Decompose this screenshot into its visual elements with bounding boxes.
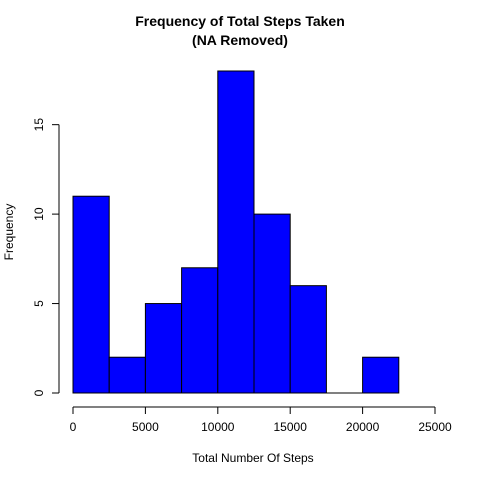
x-axis-label: Total Number Of Steps [192, 451, 313, 465]
histogram-bar [108, 356, 146, 394]
histogram-bar [181, 267, 219, 394]
chart-title: Frequency of Total Steps Taken [135, 13, 345, 29]
x-axis: 0 5000 10000 15000 20000 25000 [70, 406, 452, 434]
y-tick-label: 5 [32, 300, 46, 307]
chart-subtitle: (NA Removed) [192, 32, 288, 48]
histogram-bar [217, 70, 255, 394]
y-tick-label: 0 [32, 389, 46, 396]
x-tick-label: 10000 [201, 420, 235, 434]
histogram-bar [144, 303, 183, 394]
x-tick-label: 5000 [132, 420, 159, 434]
y-tick-label: 15 [32, 118, 46, 132]
y-tick-label: 10 [32, 207, 46, 221]
x-tick-label: 0 [70, 420, 77, 434]
y-axis-label: Frequency [2, 204, 16, 261]
y-axis: 0 5 10 15 [32, 118, 60, 396]
histogram-bar [253, 213, 291, 394]
x-tick-label: 25000 [418, 420, 452, 434]
histogram-bar [289, 285, 327, 394]
histogram-bar [72, 195, 110, 394]
x-tick-label: 15000 [274, 420, 308, 434]
bars-group [72, 70, 400, 394]
histogram-bar [362, 356, 400, 394]
x-tick-label: 20000 [346, 420, 380, 434]
